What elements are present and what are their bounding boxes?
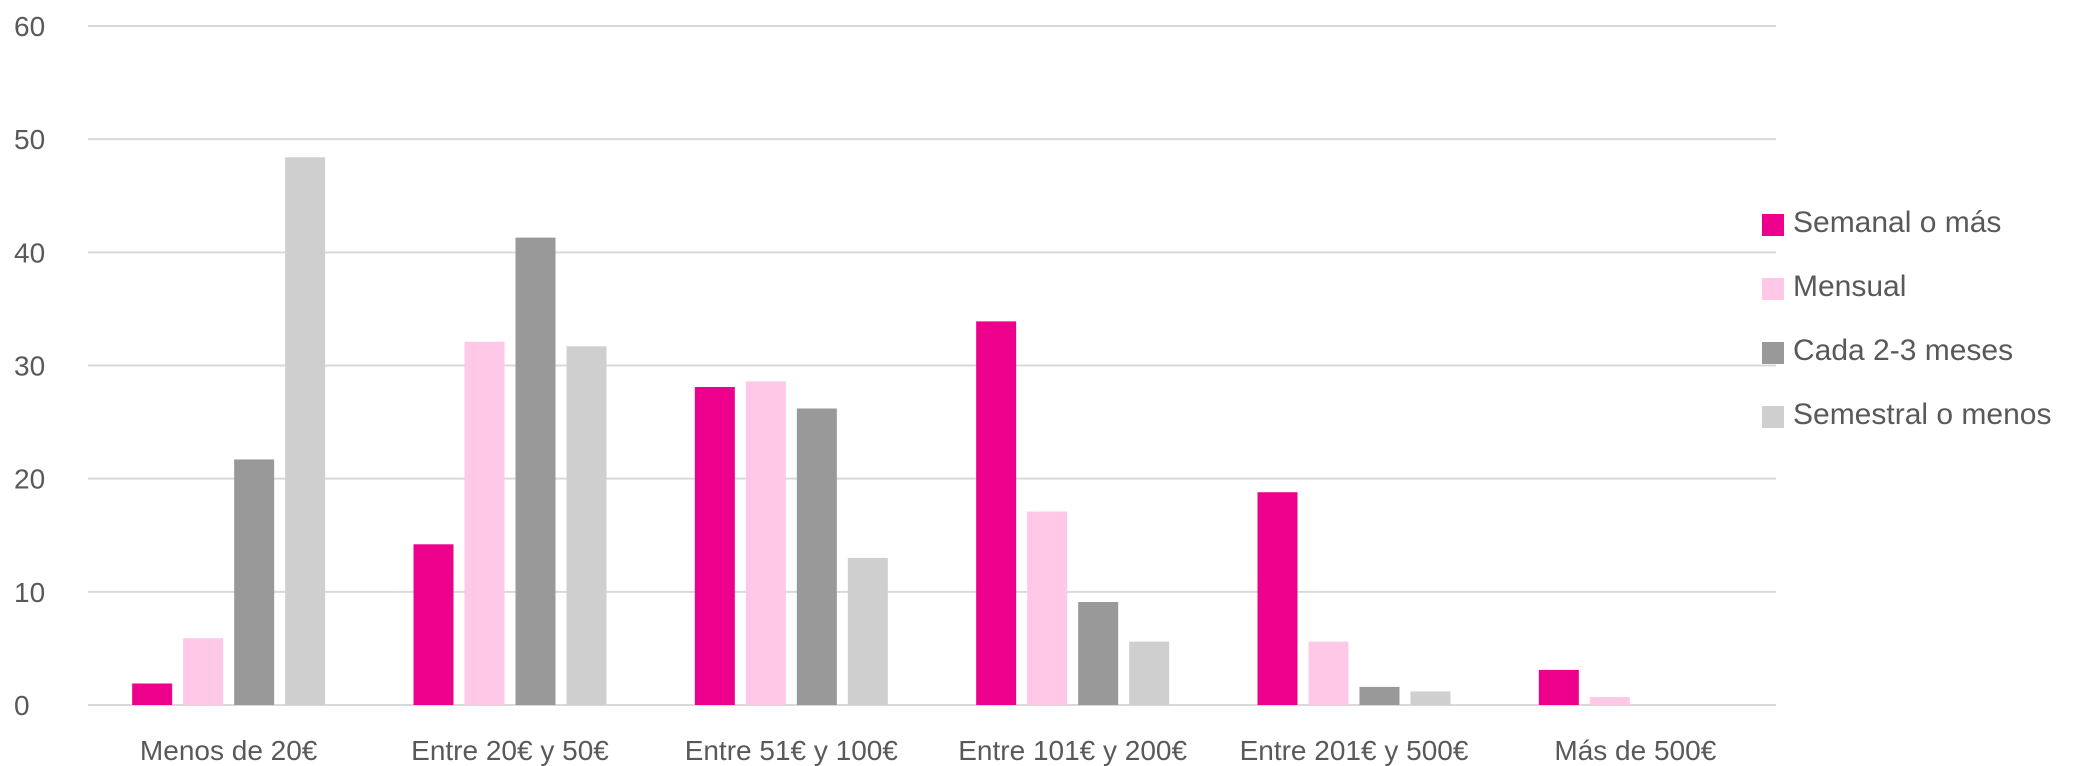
legend-swatch [1762, 406, 1784, 428]
bar-cada-2-3-meses-0 [234, 459, 275, 705]
x-tick-label: Entre 51€ y 100€ [685, 735, 899, 766]
legend-swatch [1762, 278, 1784, 300]
bar-semestral-o-menos-1 [566, 346, 607, 705]
y-tick-label: 50 [14, 124, 45, 155]
legend-item: Cada 2-3 meses [1762, 334, 2013, 367]
legend-label: Semanal o más [1793, 206, 2001, 239]
bar-mensual-4 [1308, 641, 1349, 705]
bar-semanal-o-m-s-1 [413, 544, 454, 705]
bar-semanal-o-m-s-2 [694, 387, 735, 705]
bar-semestral-o-menos-2 [847, 557, 888, 705]
legend-item: Semanal o más [1762, 206, 2001, 239]
bar-mensual-1 [464, 341, 505, 705]
x-tick-label: Entre 201€ y 500€ [1240, 735, 1469, 766]
bar-mensual-2 [745, 381, 786, 705]
y-tick-label: 30 [14, 351, 45, 382]
axis-layer: 0 10 20 30 40 50 60 Menos de 20€ Entre 20€ y 50€… [14, 11, 1717, 766]
grid-layer [88, 25, 1776, 706]
legend-label: Semestral o menos [1793, 398, 2051, 431]
y-tick-label: 20 [14, 464, 45, 495]
bar-cada-2-3-meses-3 [1078, 602, 1119, 705]
y-tick-label: 10 [14, 577, 45, 608]
legend-item: Semestral o menos [1762, 398, 2051, 431]
legend: Semanal o más Mensual Cada 2-3 meses Semest… [1762, 206, 2051, 431]
legend-label: Mensual [1793, 270, 1906, 303]
legend-swatch [1762, 342, 1784, 364]
x-tick-label: Más de 500€ [1554, 735, 1716, 766]
bar-semestral-o-menos-4 [1410, 691, 1451, 705]
bar-semanal-o-m-s-3 [976, 321, 1017, 705]
bar-semanal-o-m-s-4 [1257, 492, 1298, 705]
bar-semanal-o-m-s-5 [1538, 669, 1579, 705]
bar-mensual-5 [1589, 697, 1630, 705]
y-tick-label: 60 [14, 11, 45, 42]
legend-swatch [1762, 214, 1784, 236]
bar-cada-2-3-meses-1 [515, 237, 556, 705]
x-tick-label: Entre 101€ y 200€ [958, 735, 1187, 766]
bar-mensual-0 [183, 638, 224, 705]
legend-label: Cada 2-3 meses [1793, 334, 2013, 367]
bar-semestral-o-menos-0 [285, 157, 326, 706]
bars-layer [132, 157, 1630, 706]
x-tick-label: Entre 20€ y 50€ [411, 735, 609, 766]
y-tick-label: 40 [14, 237, 45, 268]
bar-mensual-3 [1027, 511, 1068, 705]
bar-semestral-o-menos-3 [1129, 641, 1170, 705]
bar-semanal-o-m-s-0 [132, 683, 173, 705]
x-tick-label: Menos de 20€ [140, 735, 318, 766]
bar-cada-2-3-meses-4 [1359, 686, 1400, 705]
y-tick-label: 0 [14, 690, 30, 721]
legend-item: Mensual [1762, 270, 1906, 303]
bar-cada-2-3-meses-2 [796, 408, 837, 705]
